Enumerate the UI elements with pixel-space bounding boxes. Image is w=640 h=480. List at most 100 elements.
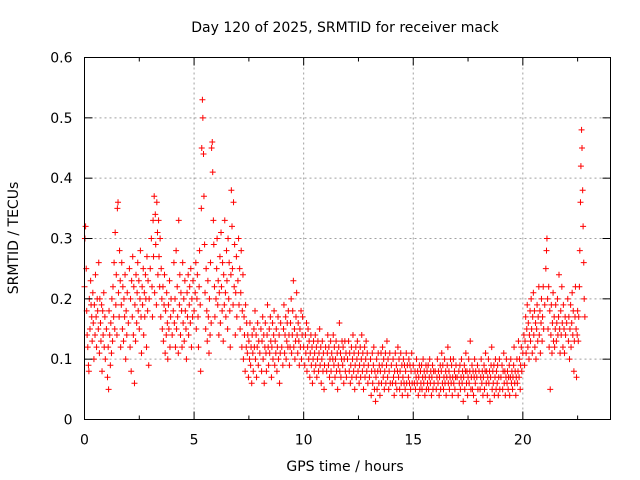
data-point (562, 332, 569, 339)
axis-ticks (84, 57, 611, 420)
data-point (370, 362, 377, 369)
data-point (158, 265, 165, 272)
data-point (455, 392, 462, 399)
data-point (450, 380, 457, 387)
data-point (538, 295, 545, 302)
data-point (305, 326, 312, 332)
data-point (271, 362, 278, 369)
data-point (390, 356, 397, 363)
data-point (280, 326, 287, 332)
data-point (296, 326, 303, 332)
data-point (221, 301, 228, 308)
data-point (499, 362, 506, 369)
data-point (202, 326, 209, 332)
data-point (241, 313, 248, 320)
y-tick-label: 0.5 (50, 111, 72, 127)
data-point (108, 295, 115, 302)
data-point (465, 356, 472, 363)
data-point (160, 338, 167, 345)
data-point (420, 356, 427, 363)
data-point (153, 199, 160, 206)
data-point (231, 241, 238, 248)
data-point (259, 313, 266, 320)
data-point (145, 362, 152, 369)
data-point (340, 344, 347, 351)
data-point (134, 289, 141, 296)
data-point (428, 392, 435, 399)
data-point (112, 301, 119, 308)
data-point (240, 356, 247, 363)
data-point (534, 301, 541, 308)
data-point (524, 344, 531, 351)
data-point (165, 326, 172, 332)
chart-title: Day 120 of 2025, SRMTID for receiver mac… (191, 20, 499, 36)
data-point (470, 392, 477, 399)
data-point (221, 217, 228, 224)
data-point (559, 344, 566, 351)
data-point (85, 362, 92, 369)
data-point (564, 295, 571, 302)
data-point (577, 199, 584, 206)
data-point (295, 338, 302, 345)
data-point (245, 374, 252, 381)
data-point (192, 259, 199, 266)
data-point (257, 326, 264, 332)
data-point (367, 356, 374, 363)
data-point (220, 338, 227, 345)
data-point (220, 271, 227, 278)
data-point (231, 283, 238, 290)
data-point (518, 344, 525, 351)
data-point (386, 368, 393, 375)
data-point (180, 295, 187, 302)
data-point (558, 283, 565, 290)
data-point (469, 386, 476, 393)
data-point (246, 319, 253, 326)
data-point (239, 307, 246, 314)
data-point (174, 283, 181, 290)
data-point (360, 386, 367, 393)
data-point (177, 332, 184, 339)
data-point (115, 199, 122, 206)
data-point (510, 362, 517, 369)
data-point (105, 386, 112, 393)
data-point (575, 338, 582, 345)
data-point (478, 356, 485, 363)
data-point (276, 332, 283, 339)
data-point (133, 271, 140, 278)
data-point (109, 283, 116, 290)
data-point (119, 326, 126, 332)
data-point (557, 307, 564, 314)
data-point (256, 350, 263, 357)
data-point (334, 386, 341, 393)
data-point (298, 356, 305, 363)
data-point (434, 356, 441, 363)
data-point (528, 326, 535, 332)
data-point (234, 277, 241, 284)
data-point (202, 289, 209, 296)
data-point (197, 301, 204, 308)
data-point (522, 313, 529, 320)
data-point (186, 283, 193, 290)
data-point (91, 301, 98, 308)
data-point (84, 332, 91, 339)
data-point (415, 392, 422, 399)
data-point (242, 301, 249, 308)
data-point (530, 289, 537, 296)
data-point (428, 374, 435, 381)
data-point (336, 368, 343, 375)
data-point (388, 362, 395, 369)
data-point (124, 289, 131, 296)
data-point (217, 319, 224, 326)
data-point (113, 271, 120, 278)
data-point (255, 362, 262, 369)
data-point (354, 338, 361, 345)
data-point (177, 289, 184, 296)
data-point (123, 332, 130, 339)
data-point (573, 326, 580, 332)
data-point (227, 271, 234, 278)
data-point (426, 356, 433, 363)
data-point (397, 350, 404, 357)
data-point (210, 217, 217, 224)
data-point (344, 356, 351, 363)
data-point (173, 326, 180, 332)
